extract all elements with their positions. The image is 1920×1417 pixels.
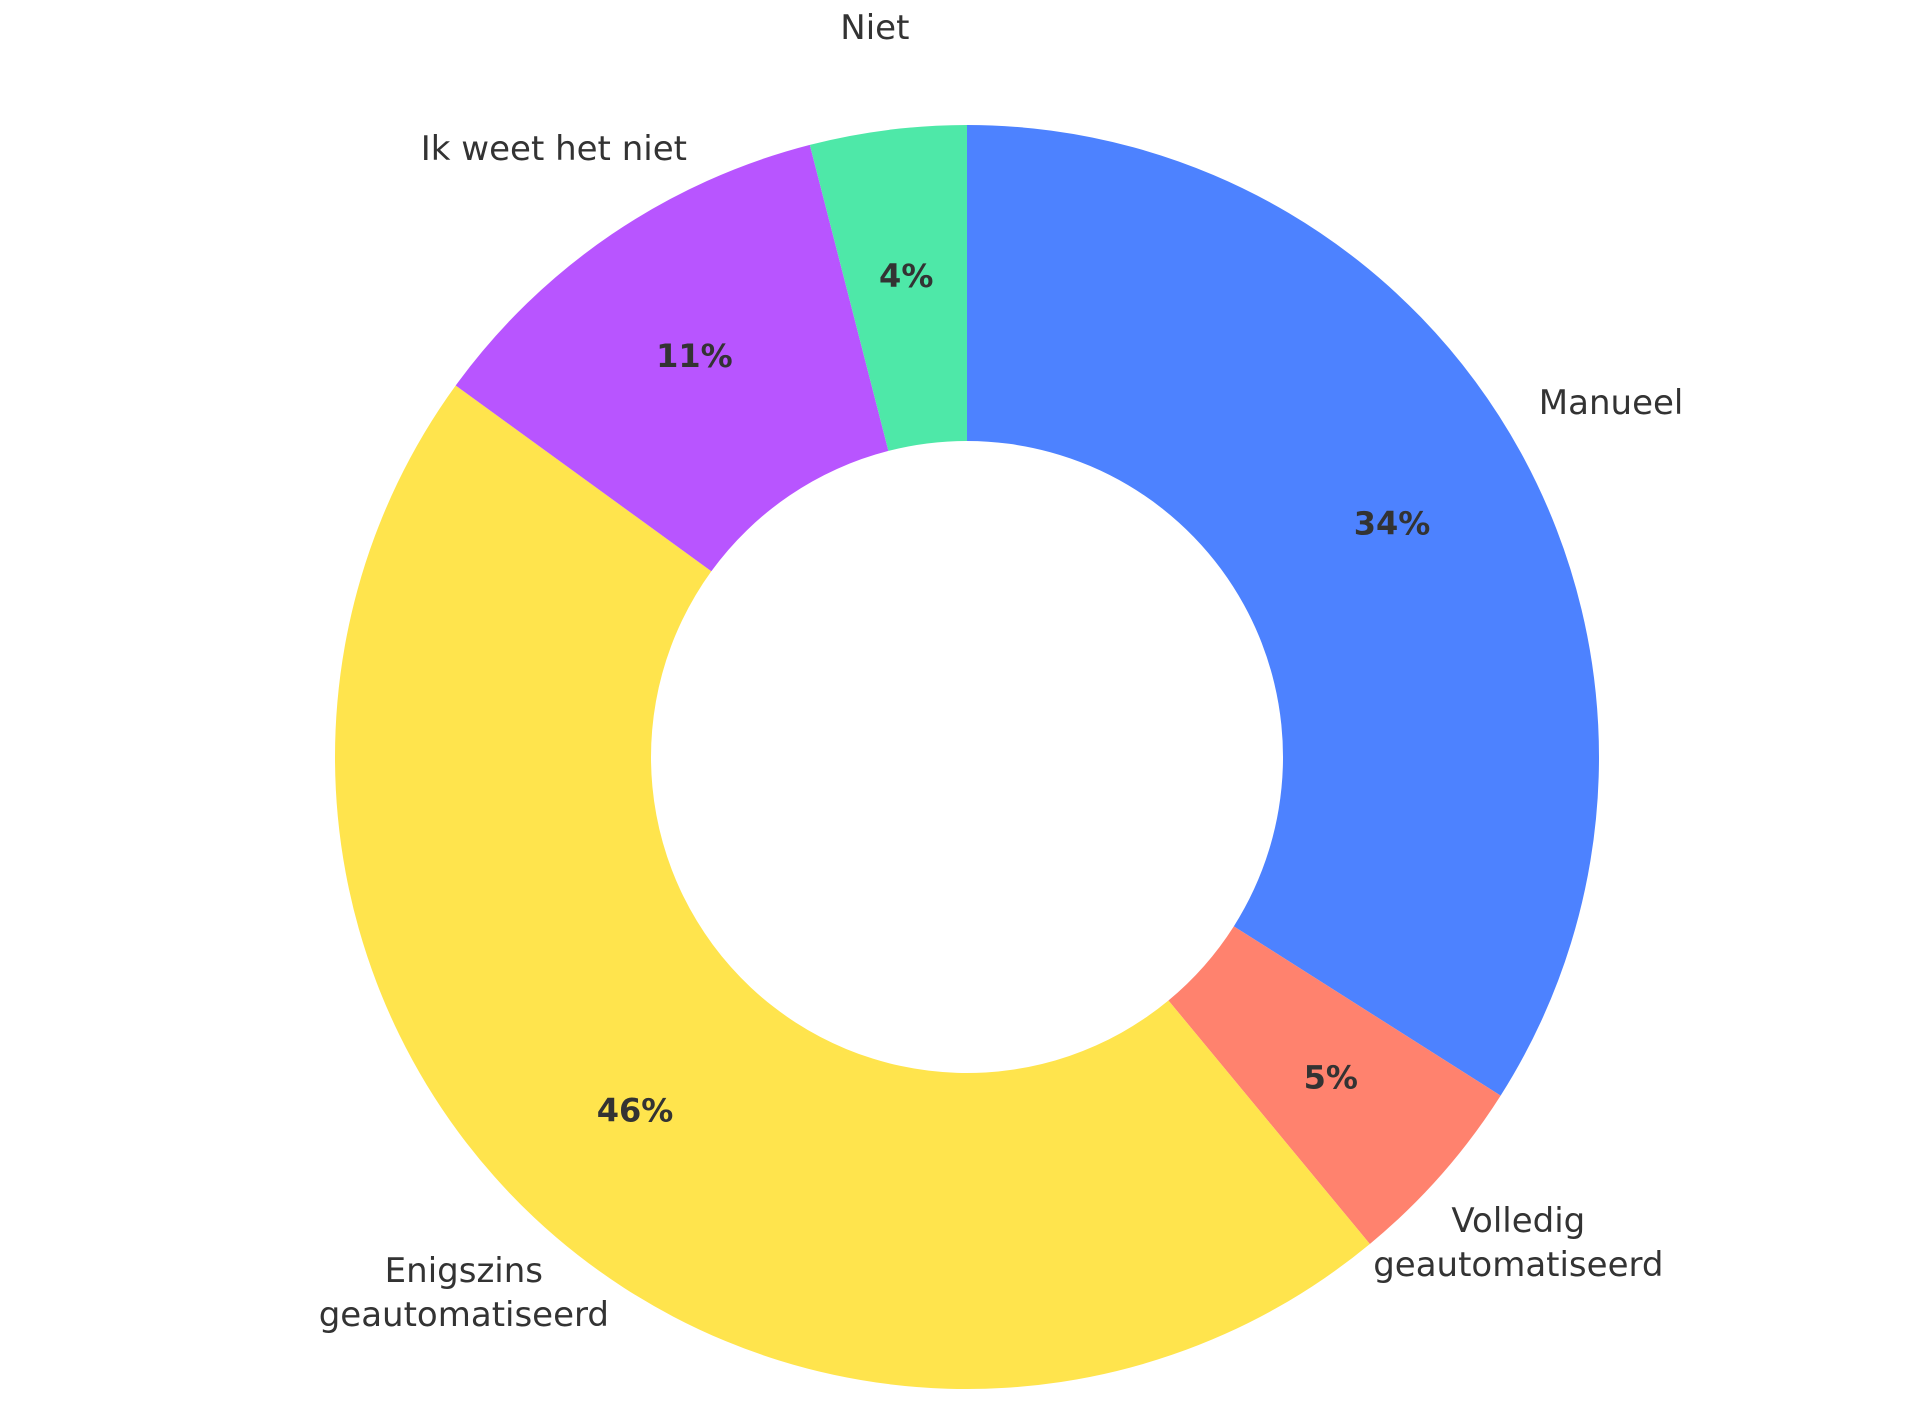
category-label-enigszins-geautomatiseerd: Enigszins geautomatiseerd (319, 1251, 609, 1335)
slice-ik-weet-het-niet (455, 144, 889, 572)
slice-enigszins-geautomatiseerd (334, 385, 1370, 1389)
slice-volledig-geautomatiseerd (1168, 926, 1501, 1244)
category-label-volledig-geautomatiseerd: Volledig geautomatiseerd (1373, 1201, 1663, 1285)
category-labels: Manueel Volledig geautomatiseerd Enigszins g… (319, 8, 1684, 1335)
pct-label-volledig-geautomatiseerd: 5% (1304, 1059, 1358, 1097)
slice-manueel (967, 125, 1600, 1096)
category-label-manueel: Manueel (1539, 383, 1684, 423)
pct-label-manueel: 34% (1354, 504, 1431, 542)
pct-label-enigszins-geautomatiseerd: 46% (597, 1092, 674, 1130)
donut-slices (334, 125, 1600, 1389)
category-label-niet: Niet (840, 8, 909, 48)
pct-label-ik-weet-het-niet: 11% (656, 337, 733, 375)
pct-label-niet: 4% (879, 257, 933, 295)
category-label-ik-weet-het-niet: Ik weet het niet (421, 129, 687, 169)
percentage-labels: 34% 5% 46% 11% 4% (597, 257, 1431, 1130)
slice-niet (809, 125, 967, 451)
